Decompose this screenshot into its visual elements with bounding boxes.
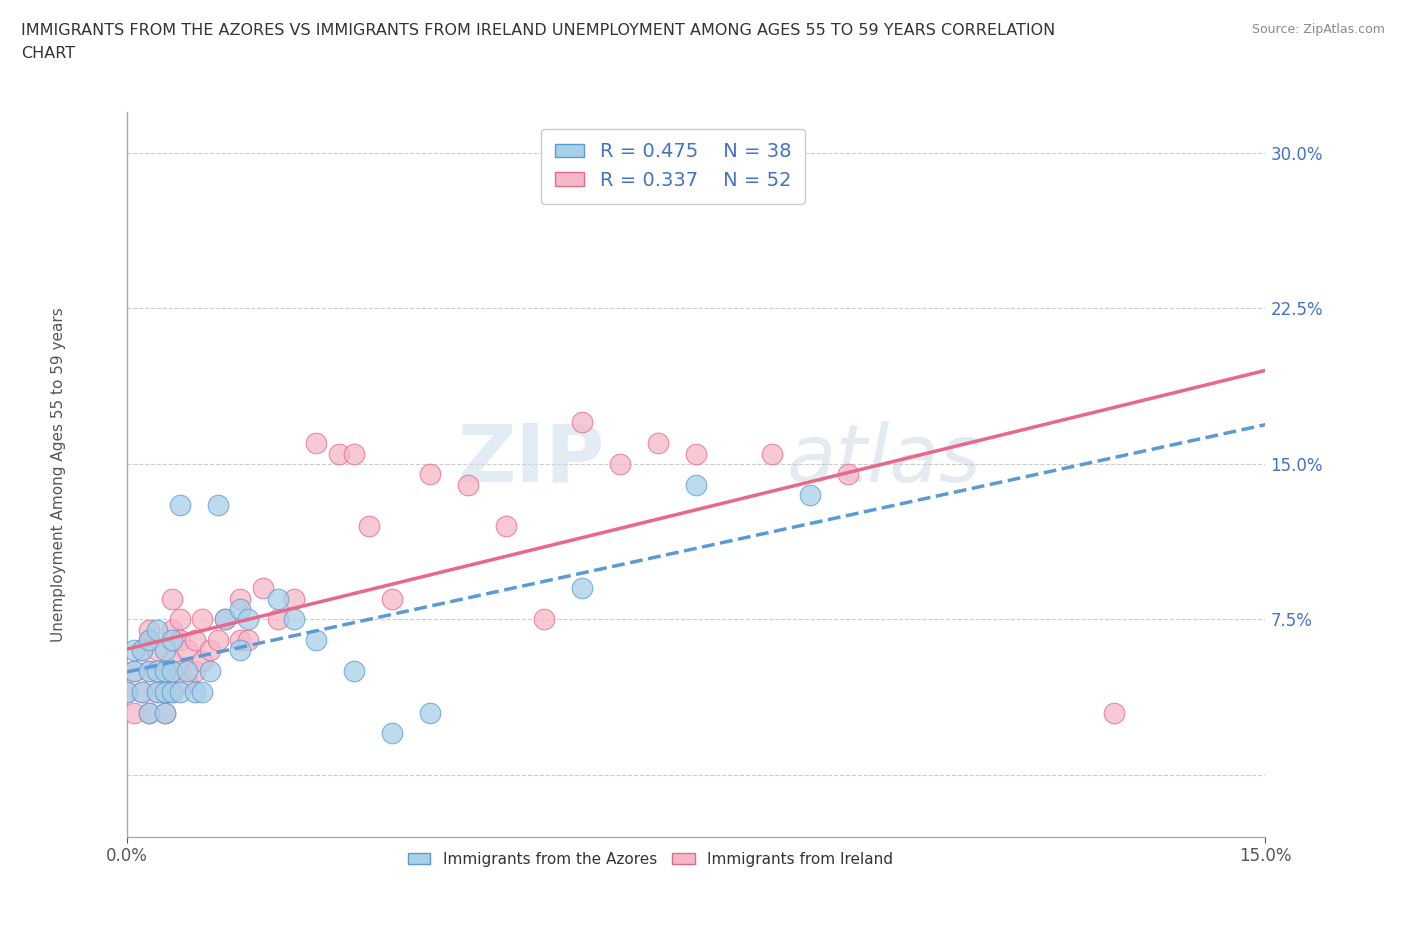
Point bbox=[115, 684, 138, 699]
Text: Unemployment Among Ages 55 to 59 years: Unemployment Among Ages 55 to 59 years bbox=[51, 307, 66, 642]
Point bbox=[229, 643, 252, 658]
Point bbox=[176, 643, 198, 658]
Point bbox=[343, 664, 366, 679]
Point bbox=[283, 612, 305, 627]
Point bbox=[169, 632, 191, 647]
Point bbox=[191, 612, 214, 627]
Point bbox=[169, 612, 191, 627]
Point bbox=[533, 612, 555, 627]
Point bbox=[146, 684, 169, 699]
Point bbox=[153, 705, 176, 720]
Point bbox=[419, 467, 441, 482]
Point bbox=[122, 664, 145, 679]
Point bbox=[160, 684, 183, 699]
Point bbox=[160, 632, 183, 647]
Point bbox=[381, 726, 404, 741]
Point bbox=[495, 519, 517, 534]
Point bbox=[160, 591, 183, 606]
Point bbox=[122, 664, 145, 679]
Point bbox=[305, 632, 328, 647]
Point bbox=[229, 632, 252, 647]
Point bbox=[214, 612, 236, 627]
Text: IMMIGRANTS FROM THE AZORES VS IMMIGRANTS FROM IRELAND UNEMPLOYMENT AMONG AGES 55: IMMIGRANTS FROM THE AZORES VS IMMIGRANTS… bbox=[21, 23, 1056, 38]
Point bbox=[184, 684, 207, 699]
Point bbox=[153, 664, 176, 679]
Point bbox=[131, 684, 153, 699]
Point bbox=[837, 467, 859, 482]
Point bbox=[146, 664, 169, 679]
Point bbox=[198, 643, 221, 658]
Point bbox=[160, 654, 183, 669]
Text: atlas: atlas bbox=[787, 420, 981, 498]
Point bbox=[685, 446, 707, 461]
Point bbox=[236, 612, 259, 627]
Point bbox=[267, 591, 290, 606]
Text: Source: ZipAtlas.com: Source: ZipAtlas.com bbox=[1251, 23, 1385, 36]
Point bbox=[138, 664, 160, 679]
Point bbox=[685, 477, 707, 492]
Point bbox=[176, 674, 198, 689]
Point bbox=[571, 415, 593, 430]
Point bbox=[214, 612, 236, 627]
Point bbox=[153, 684, 176, 699]
Point bbox=[184, 664, 207, 679]
Point bbox=[153, 643, 176, 658]
Point bbox=[229, 591, 252, 606]
Point bbox=[184, 632, 207, 647]
Point bbox=[153, 664, 176, 679]
Point bbox=[169, 664, 191, 679]
Point bbox=[283, 591, 305, 606]
Point bbox=[138, 705, 160, 720]
Point bbox=[131, 684, 153, 699]
Point bbox=[160, 622, 183, 637]
Point bbox=[381, 591, 404, 606]
Point bbox=[176, 664, 198, 679]
Point bbox=[609, 457, 631, 472]
Point bbox=[647, 436, 669, 451]
Point bbox=[229, 602, 252, 617]
Point bbox=[160, 684, 183, 699]
Legend: Immigrants from the Azores, Immigrants from Ireland: Immigrants from the Azores, Immigrants f… bbox=[401, 845, 900, 873]
Point bbox=[138, 632, 160, 647]
Point bbox=[138, 664, 160, 679]
Point bbox=[146, 622, 169, 637]
Point bbox=[146, 643, 169, 658]
Point bbox=[305, 436, 328, 451]
Point bbox=[198, 664, 221, 679]
Point bbox=[191, 654, 214, 669]
Point bbox=[153, 684, 176, 699]
Point bbox=[328, 446, 350, 461]
Point bbox=[571, 581, 593, 596]
Point bbox=[191, 684, 214, 699]
Point bbox=[207, 498, 229, 512]
Point bbox=[138, 622, 160, 637]
Point bbox=[138, 632, 160, 647]
Point bbox=[343, 446, 366, 461]
Point bbox=[419, 705, 441, 720]
Point bbox=[761, 446, 783, 461]
Point bbox=[122, 643, 145, 658]
Text: CHART: CHART bbox=[21, 46, 75, 61]
Point bbox=[169, 498, 191, 512]
Point bbox=[146, 684, 169, 699]
Point bbox=[207, 632, 229, 647]
Point bbox=[169, 684, 191, 699]
Point bbox=[1102, 705, 1125, 720]
Point bbox=[236, 632, 259, 647]
Point bbox=[138, 705, 160, 720]
Point bbox=[359, 519, 381, 534]
Point bbox=[122, 705, 145, 720]
Point bbox=[252, 581, 274, 596]
Point bbox=[115, 684, 138, 699]
Point bbox=[131, 643, 153, 658]
Point bbox=[153, 705, 176, 720]
Point bbox=[267, 612, 290, 627]
Text: ZIP: ZIP bbox=[457, 420, 605, 498]
Point bbox=[457, 477, 479, 492]
Point bbox=[799, 487, 821, 502]
Point bbox=[160, 664, 183, 679]
Point bbox=[131, 643, 153, 658]
